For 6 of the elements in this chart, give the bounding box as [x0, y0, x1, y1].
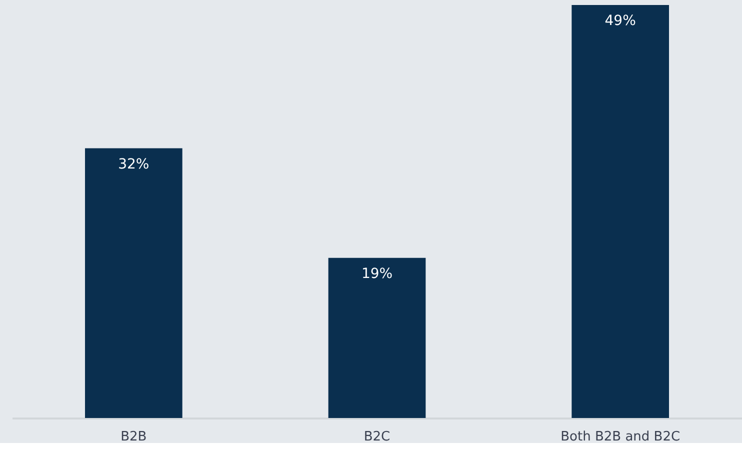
x-tick-label: Both B2B and B2C [560, 430, 680, 444]
x-tick-label: B2C [364, 430, 390, 444]
data-label: 32% [118, 156, 150, 172]
data-label: 19% [361, 266, 393, 282]
x-tick-label: B2B [120, 430, 147, 444]
data-label: 49% [604, 13, 636, 29]
